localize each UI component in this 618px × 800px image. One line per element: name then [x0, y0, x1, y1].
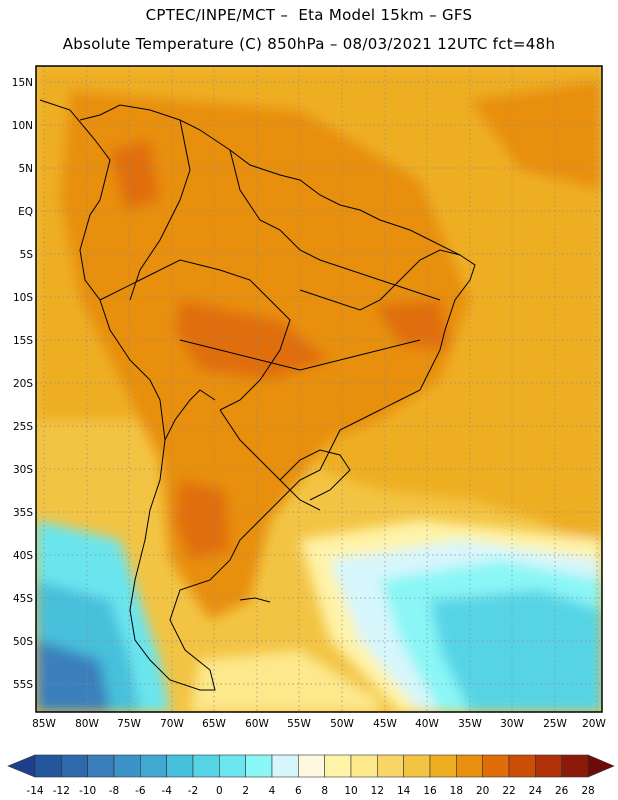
colorbar-cell [535, 754, 562, 778]
lon-label: 60W [245, 718, 269, 730]
colorbar-cell [192, 754, 220, 778]
lat-label: 15N [12, 77, 33, 89]
lat-label: 5S [20, 249, 34, 261]
lat-label: 25S [13, 421, 33, 433]
colorbar-tick-label: 20 [476, 785, 489, 797]
lon-label: 80W [75, 718, 99, 730]
colorbar-cell [113, 754, 141, 778]
colorbar-cell [456, 754, 483, 778]
lat-label: 30S [13, 464, 33, 476]
colorbar-cell [166, 754, 194, 778]
colorbar-tick-label: 0 [216, 785, 223, 797]
colorbar-tick-label: -10 [79, 785, 96, 797]
colorbar-arrow-high [587, 754, 615, 778]
colorbar-cell [561, 754, 589, 778]
coastlines-borders [39, 99, 476, 691]
colorbar-cell [403, 754, 431, 778]
latitude-axis: 15N 10N 5N EQ 5S 10S 15S 20S 25S 30S 35S… [12, 77, 34, 691]
colorbar-tick-label: 18 [450, 785, 463, 797]
colorbar-arrow-low [7, 754, 36, 778]
colorbar-cell [34, 754, 62, 778]
temperature-field [36, 66, 602, 712]
lat-label: 5N [18, 163, 33, 175]
colorbar-tick-label: -12 [53, 785, 70, 797]
colorbar-tick-label: 22 [502, 785, 515, 797]
colorbar-tick-label: 28 [581, 785, 594, 797]
colorbar-tick-label: 2 [242, 785, 249, 797]
colorbar-tick-label: 12 [371, 785, 384, 797]
colorbar-cell [429, 754, 457, 778]
lon-label: 25W [543, 718, 567, 730]
map-frame [35, 65, 603, 713]
map-title: CPTEC/INPE/MCT – Eta Model 15km – GFS [145, 6, 473, 24]
colorbar-tick-label: 14 [397, 785, 411, 797]
colorbar-cell [140, 754, 167, 778]
lat-label: 55S [13, 679, 33, 691]
lat-label: 40S [13, 550, 33, 562]
colorbar: -14 -12 -10 -8 -6 -4 -2 0 2 4 6 8 10 12 14 16 18 20 22 24 26… [7, 754, 615, 797]
lat-label: 10S [13, 292, 33, 304]
colorbar-cell [508, 754, 536, 778]
lat-label: EQ [18, 206, 33, 218]
longitude-axis: 85W 80W 75W 70W 65W 60W 55W 50W 45W 40W … [32, 718, 606, 730]
colorbar-cell [324, 754, 352, 778]
colorbar-cell [219, 754, 246, 778]
colorbar-cell [87, 754, 115, 778]
colorbar-tick-label: -4 [161, 785, 172, 797]
colorbar-tick-label: 10 [344, 785, 357, 797]
colorbar-tick-label: 4 [269, 785, 276, 797]
lat-label: 15S [13, 335, 33, 347]
lat-label: 35S [13, 507, 33, 519]
colorbar-tick-label: 24 [529, 785, 543, 797]
colorbar-tick-label: -14 [26, 785, 43, 797]
colorbar-cell [482, 754, 510, 778]
lon-label: 70W [160, 718, 184, 730]
colorbar-cell [377, 754, 404, 778]
colorbar-cell [61, 754, 88, 778]
lat-label: 45S [13, 593, 33, 605]
colorbar-tick-label: 8 [321, 785, 328, 797]
colorbar-cell [245, 754, 273, 778]
lat-label: 20S [13, 378, 33, 390]
lon-label: 30W [500, 718, 524, 730]
map-subtitle: Absolute Temperature (C) 850hPa – 08/03/… [62, 35, 556, 53]
colorbar-cell [271, 754, 299, 778]
colorbar-tick-label: -6 [135, 785, 146, 797]
colorbar-tick-label: 6 [295, 785, 302, 797]
lon-label: 50W [330, 718, 354, 730]
lon-label: 45W [373, 718, 397, 730]
lon-label: 55W [287, 718, 311, 730]
colorbar-cell [350, 754, 378, 778]
lon-label: 75W [117, 718, 141, 730]
lon-label: 65W [202, 718, 226, 730]
colorbar-tick-label: -8 [109, 785, 119, 797]
lat-label: 10N [12, 120, 33, 132]
colorbar-tick-label: 16 [423, 785, 437, 797]
colorbar-cell [298, 754, 325, 778]
lon-label: 20W [582, 718, 606, 730]
lon-label: 35W [458, 718, 482, 730]
lon-label: 85W [32, 718, 56, 730]
colorbar-tick-label: 26 [555, 785, 569, 797]
lat-label: 50S [13, 636, 33, 648]
colorbar-tick-label: -2 [188, 785, 198, 797]
lon-label: 40W [415, 718, 439, 730]
